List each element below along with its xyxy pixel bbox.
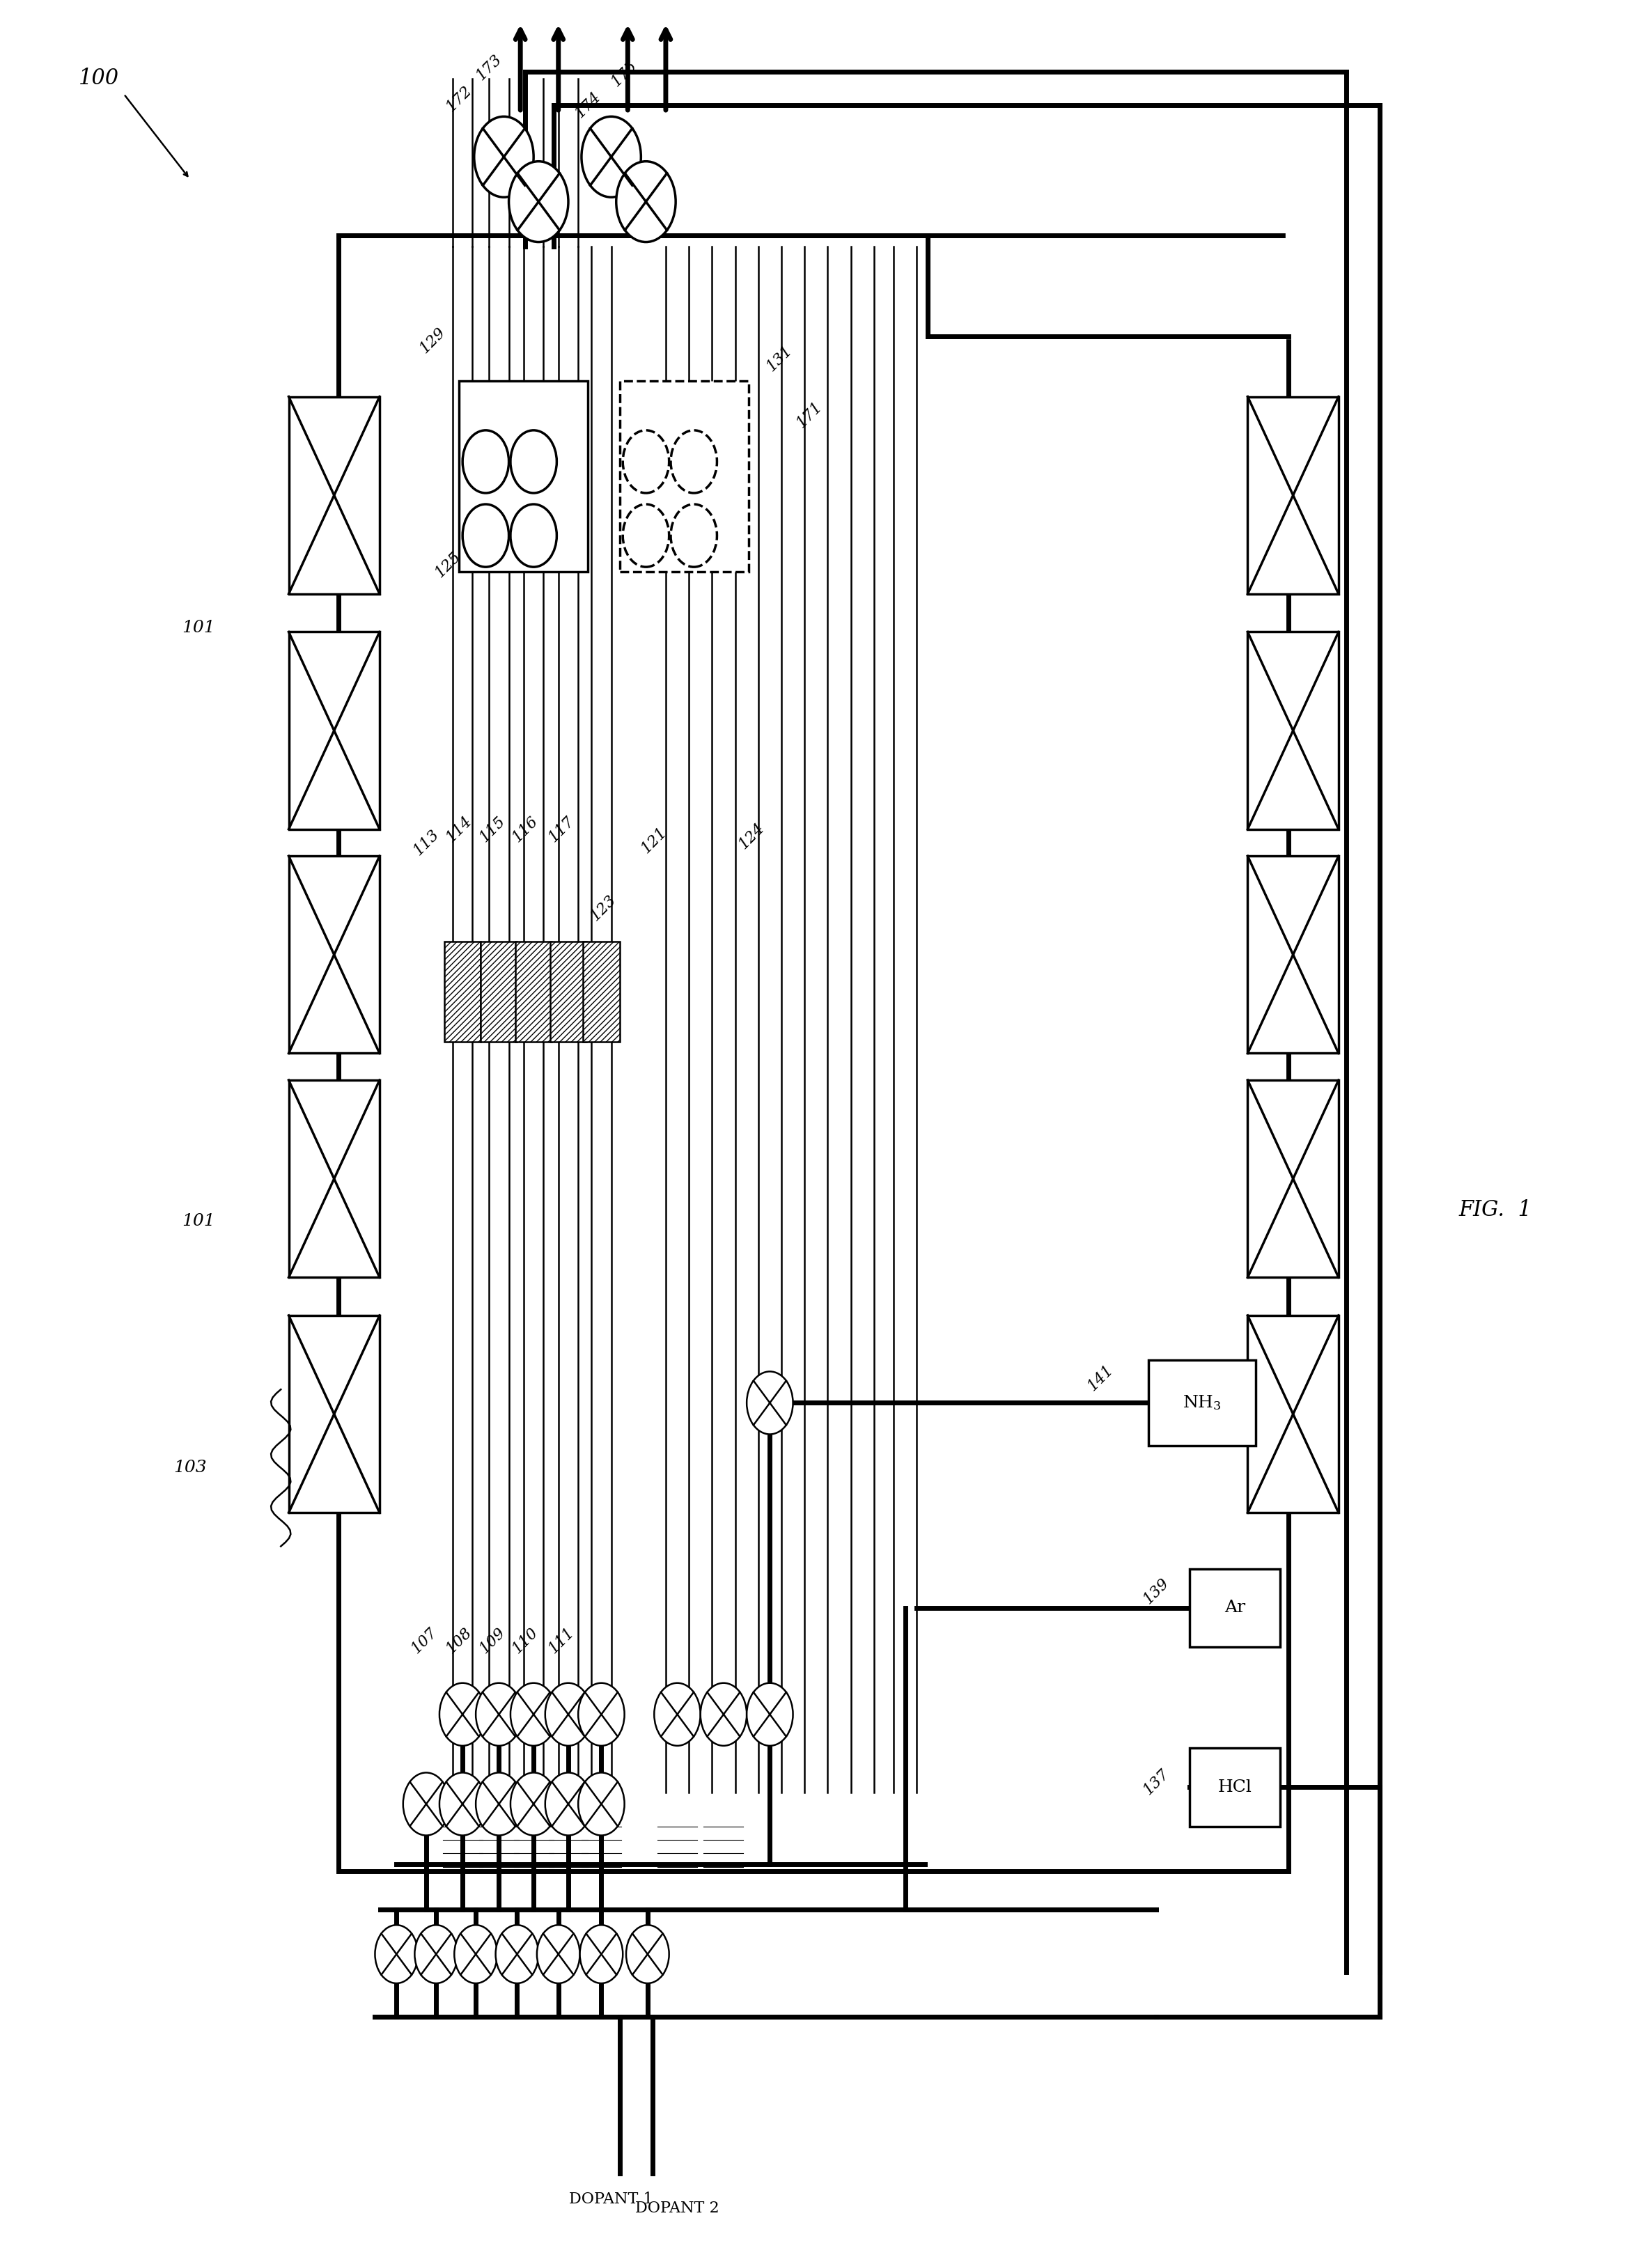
- Circle shape: [510, 504, 557, 567]
- Circle shape: [580, 1925, 623, 1983]
- Circle shape: [510, 430, 557, 493]
- Circle shape: [578, 1773, 624, 1835]
- Text: $\mathregular{NH_3}$: $\mathregular{NH_3}$: [1183, 1394, 1221, 1412]
- Bar: [1247, 397, 1338, 594]
- Text: DOPANT 1: DOPANT 1: [570, 2192, 653, 2207]
- Circle shape: [747, 1683, 793, 1746]
- Bar: [1247, 1080, 1338, 1277]
- Bar: [481, 941, 517, 1042]
- Text: 139: 139: [1140, 1575, 1173, 1607]
- Bar: [1148, 1360, 1256, 1445]
- Text: 121: 121: [631, 527, 657, 540]
- Circle shape: [616, 161, 676, 242]
- Text: 116: 116: [509, 813, 542, 845]
- Circle shape: [545, 1683, 591, 1746]
- Circle shape: [623, 504, 669, 567]
- Bar: [550, 941, 586, 1042]
- Text: 137: 137: [1140, 1766, 1173, 1797]
- Text: DOPANT 2: DOPANT 2: [636, 2201, 719, 2216]
- Bar: [1189, 1748, 1280, 1826]
- Circle shape: [463, 430, 509, 493]
- Circle shape: [454, 1925, 497, 1983]
- Bar: [289, 856, 380, 1053]
- Text: 121: 121: [638, 825, 671, 856]
- Bar: [444, 941, 481, 1042]
- Text: 101: 101: [182, 619, 215, 636]
- Text: 111: 111: [545, 1625, 578, 1656]
- Text: 101: 101: [182, 1212, 215, 1230]
- Circle shape: [510, 1773, 557, 1835]
- Circle shape: [474, 117, 534, 197]
- Circle shape: [671, 504, 717, 567]
- Circle shape: [375, 1925, 418, 1983]
- Circle shape: [476, 1773, 522, 1835]
- Text: 109: 109: [476, 1625, 509, 1656]
- Circle shape: [545, 1773, 591, 1835]
- Circle shape: [654, 1683, 700, 1746]
- Circle shape: [439, 1773, 486, 1835]
- Circle shape: [510, 1683, 557, 1746]
- Text: 117: 117: [545, 813, 578, 845]
- Circle shape: [582, 117, 641, 197]
- Bar: [1247, 856, 1338, 1053]
- Bar: [1247, 1315, 1338, 1513]
- Text: 174: 174: [572, 90, 605, 121]
- Bar: [289, 632, 380, 829]
- Text: 131: 131: [763, 343, 796, 374]
- Text: 173: 173: [472, 52, 506, 83]
- Bar: [1247, 632, 1338, 829]
- Circle shape: [537, 1925, 580, 1983]
- Circle shape: [623, 430, 669, 493]
- Text: 100: 100: [79, 67, 119, 90]
- Circle shape: [747, 1371, 793, 1434]
- Text: 125: 125: [431, 549, 464, 580]
- Circle shape: [463, 504, 509, 567]
- Bar: [620, 381, 748, 571]
- Text: 110: 110: [509, 1625, 542, 1656]
- Circle shape: [496, 1925, 539, 1983]
- Text: 172: 172: [443, 83, 476, 114]
- Text: FIG.  1: FIG. 1: [1459, 1199, 1531, 1221]
- Text: 103: 103: [173, 1459, 206, 1477]
- Text: 123: 123: [586, 892, 620, 923]
- Bar: [459, 381, 588, 571]
- Text: 115: 115: [476, 813, 509, 845]
- Circle shape: [403, 1773, 449, 1835]
- Text: 171: 171: [793, 399, 826, 430]
- Circle shape: [476, 1683, 522, 1746]
- Text: 175: 175: [608, 58, 641, 90]
- Circle shape: [415, 1925, 458, 1983]
- Circle shape: [671, 430, 717, 493]
- Circle shape: [626, 1925, 669, 1983]
- Text: 108: 108: [443, 1625, 476, 1656]
- Text: Ar: Ar: [1224, 1600, 1246, 1616]
- Circle shape: [578, 1683, 624, 1746]
- Bar: [339, 235, 1289, 1871]
- Bar: [289, 1315, 380, 1513]
- Text: 129: 129: [416, 325, 449, 356]
- Text: 114: 114: [443, 813, 476, 845]
- Circle shape: [700, 1683, 747, 1746]
- Text: 107: 107: [408, 1625, 441, 1656]
- Text: 141: 141: [1084, 1363, 1117, 1394]
- Text: 113: 113: [410, 827, 443, 858]
- Text: 124: 124: [735, 820, 768, 852]
- Bar: [583, 941, 620, 1042]
- Circle shape: [509, 161, 568, 242]
- Bar: [1189, 1569, 1280, 1647]
- Bar: [289, 1080, 380, 1277]
- Circle shape: [439, 1683, 486, 1746]
- Bar: [515, 941, 552, 1042]
- Text: HCl: HCl: [1218, 1779, 1252, 1795]
- Bar: [289, 397, 380, 594]
